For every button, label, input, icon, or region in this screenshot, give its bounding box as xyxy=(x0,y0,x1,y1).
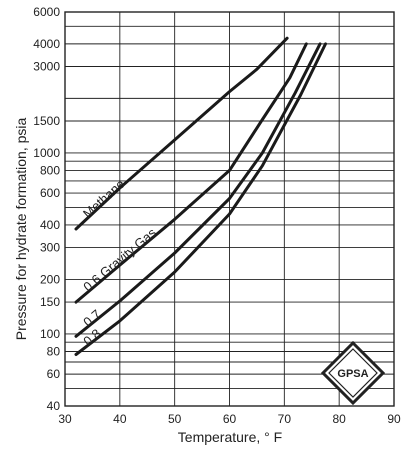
tick-label-layer: 30 40 50 60 70 80 9040608010015020030040060080… xyxy=(33,5,401,426)
series-label: Methane xyxy=(80,176,128,221)
y-tick-label: 600 xyxy=(40,186,60,200)
y-tick-label: 100 xyxy=(40,327,60,341)
y-tick-label: 150 xyxy=(40,295,60,309)
x-tick-label: 80 xyxy=(332,412,346,426)
y-tick-label: 1000 xyxy=(33,146,60,160)
y-tick-label: 3000 xyxy=(33,60,60,74)
plot-frame xyxy=(64,11,395,407)
x-tick-label: 60 xyxy=(223,412,237,426)
series-line xyxy=(74,42,308,304)
x-tick-label: 70 xyxy=(278,412,292,426)
y-tick-label: 6000 xyxy=(33,5,60,19)
gpsa-logo-text: GPSA xyxy=(337,368,368,380)
y-tick-label: 1500 xyxy=(33,114,60,128)
y-axis-title: Pressure for hydrate formation, psia xyxy=(13,118,29,341)
y-tick-label: 300 xyxy=(40,241,60,255)
y-tick-label: 80 xyxy=(47,344,61,358)
x-tick-label: 50 xyxy=(168,412,182,426)
series-line xyxy=(74,42,322,338)
y-tick-label: 800 xyxy=(40,163,60,177)
y-tick-label: 40 xyxy=(47,399,61,413)
y-tick-label: 60 xyxy=(47,367,61,381)
series-line xyxy=(74,42,327,356)
series-line xyxy=(74,36,289,231)
curve-layer xyxy=(74,36,327,356)
x-tick-label: 90 xyxy=(387,412,401,426)
x-tick-label: 40 xyxy=(113,412,127,426)
y-tick-label: 4000 xyxy=(33,37,60,51)
grid-layer xyxy=(64,11,395,407)
x-tick-label: 30 xyxy=(58,412,72,426)
y-tick-label: 200 xyxy=(40,272,60,286)
gpsa-logo: GPSA xyxy=(320,340,386,406)
series-label: 0.7 xyxy=(80,307,103,330)
x-axis-title: Temperature, ° F xyxy=(178,429,282,445)
y-tick-label: 400 xyxy=(40,218,60,232)
